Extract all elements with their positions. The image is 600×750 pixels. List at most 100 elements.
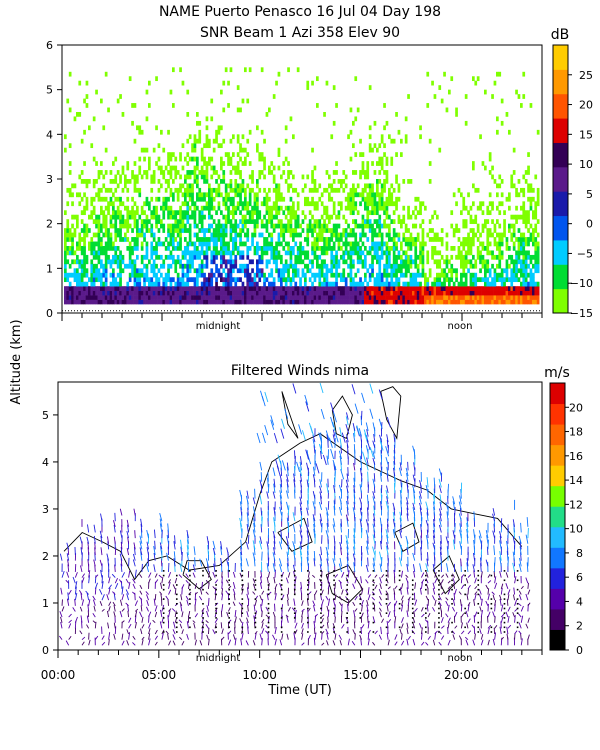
wind-barb (373, 513, 376, 522)
snr-cell (522, 281, 526, 287)
snr-cell (296, 246, 300, 251)
snr-cell (301, 210, 305, 216)
snr-cell (349, 254, 353, 260)
snr-cell (179, 223, 182, 229)
snr-cell (80, 179, 84, 184)
snr-cell (311, 259, 314, 265)
snr-cell (148, 299, 151, 305)
snr-cell (172, 228, 175, 233)
snr-cell (155, 250, 158, 256)
snr-cell (443, 259, 446, 265)
snr-cell (97, 272, 101, 278)
snr-cell (361, 295, 365, 300)
snr-cell (205, 286, 209, 291)
wind-barb (373, 505, 376, 516)
snr-cell (306, 174, 310, 180)
snr-cell (203, 290, 206, 296)
snr-cell (78, 295, 82, 300)
snr-cell (229, 268, 233, 274)
wind-barb (121, 586, 124, 595)
snr-cell (445, 254, 449, 260)
snr-cell (136, 286, 139, 291)
wind-barb (100, 513, 103, 522)
wind-barb (173, 541, 176, 550)
snr-cell (426, 295, 430, 300)
wind-barb (352, 432, 356, 443)
snr-cell (205, 143, 209, 149)
snr-cell (342, 170, 346, 175)
snr-cell (445, 259, 449, 265)
snr-cell (452, 281, 456, 287)
snr-cell (258, 246, 262, 251)
snr-cell (169, 165, 173, 171)
wind-barb (273, 541, 276, 550)
snr-cell (150, 277, 154, 283)
snr-cell (232, 286, 235, 291)
snr-cell (486, 237, 490, 242)
snr-cell (364, 246, 367, 251)
snr-cell (80, 246, 84, 251)
snr-cell (78, 112, 82, 117)
snr-cell (323, 228, 326, 233)
snr-cell (179, 67, 182, 73)
snr-cell (311, 147, 314, 153)
snr-cell (500, 237, 504, 242)
snr-cell (196, 268, 199, 274)
snr-cell (376, 210, 379, 216)
snr-cell (236, 183, 240, 189)
snr-cell (383, 268, 386, 274)
snr-cell (188, 205, 192, 211)
wind-barb (333, 535, 336, 544)
snr-cell (332, 85, 336, 90)
snr-cell (424, 277, 427, 283)
snr-cell (308, 223, 312, 229)
snr-cell (66, 223, 70, 229)
snr-cell (227, 196, 230, 202)
snr-cell (73, 250, 77, 256)
snr-cell (436, 214, 439, 220)
snr-cell (532, 299, 535, 305)
snr-cell (301, 250, 305, 256)
snr-cell (109, 263, 113, 269)
snr-cell (119, 299, 122, 305)
snr-cell (215, 192, 218, 198)
snr-cell (198, 210, 202, 216)
snr-cell (320, 259, 324, 265)
snr-cell (292, 299, 295, 305)
snr-cell (246, 98, 250, 104)
snr-cell (92, 196, 96, 202)
snr-cell (236, 85, 240, 90)
snr-cell (205, 192, 209, 198)
snr-cell (299, 299, 302, 305)
snr-cell (306, 254, 310, 260)
snr-cell (227, 299, 230, 305)
snr-cell (284, 125, 288, 131)
wind-barb (194, 583, 198, 589)
snr-cell (400, 295, 403, 300)
snr-cell (217, 295, 221, 300)
snr-cell (196, 192, 199, 198)
snr-cell (476, 254, 480, 260)
wind-barb (80, 565, 83, 573)
snr-cell (344, 241, 348, 247)
snr-cell (116, 272, 120, 278)
snr-cell (469, 290, 473, 296)
snr-cell (419, 246, 422, 251)
snr-cell (191, 210, 194, 216)
snr-cell (188, 134, 192, 140)
snr-cell (251, 210, 254, 216)
snr-cell (433, 299, 437, 305)
snr-cell (376, 272, 379, 278)
snr-cell (167, 290, 170, 296)
wind-barb (148, 633, 151, 640)
snr-cell (443, 286, 446, 291)
snr-cell (335, 214, 338, 220)
snr-cell (503, 295, 506, 300)
snr-cell (200, 228, 204, 233)
wind-barb (161, 633, 164, 640)
snr-cell (215, 187, 218, 193)
snr-cell (436, 272, 439, 278)
snr-cell (320, 263, 324, 269)
snr-cell (342, 250, 346, 256)
snr-cell (133, 246, 137, 251)
